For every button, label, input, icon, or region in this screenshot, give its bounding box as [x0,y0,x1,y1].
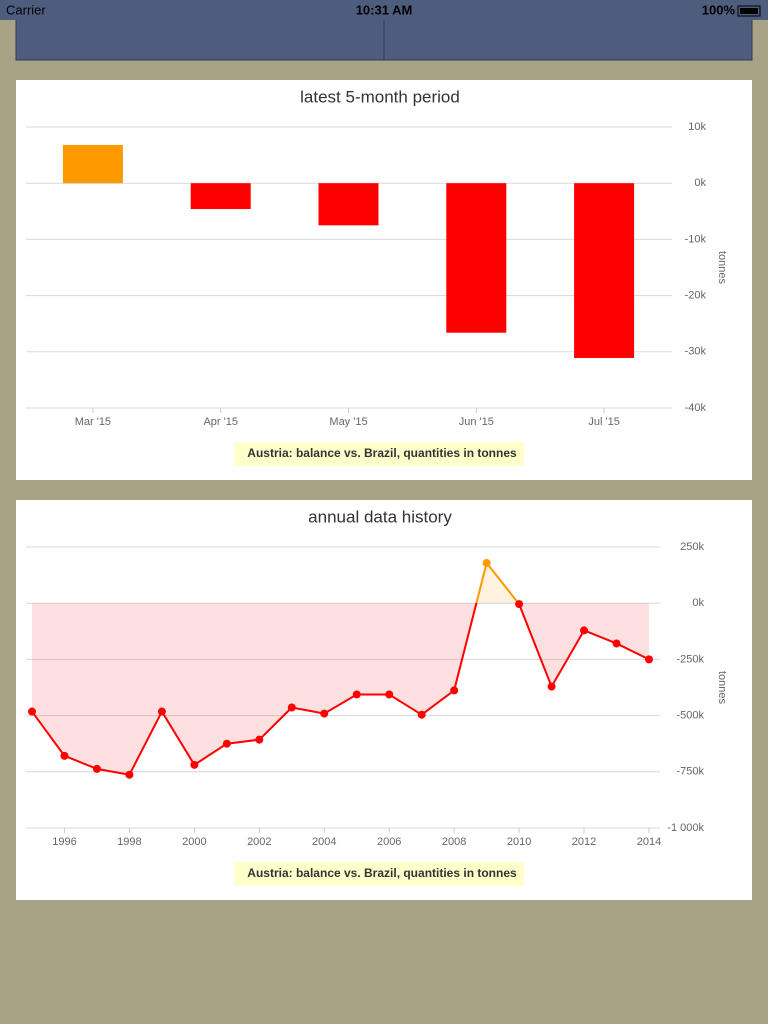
x-tick-label: 2004 [312,836,336,848]
point [190,760,199,769]
x-tick-label: 2014 [637,836,661,848]
point [612,639,621,648]
clock: 10:31 AM [356,2,413,17]
bar [446,183,507,333]
point [482,558,491,567]
y-tick-label: 0k [692,597,704,609]
point [450,686,459,695]
battery-icon [737,5,761,17]
point [515,600,524,609]
chart-title: annual data history [308,507,452,526]
point [645,655,653,664]
line [31,560,650,776]
status-bar [0,0,768,20]
y-tick-label: 0k [694,177,706,189]
y-tick-label: -10k [685,233,707,245]
battery-level: 100% [702,2,736,17]
point [417,710,426,719]
point [580,626,589,635]
caption-box [234,442,524,466]
bar [190,183,251,210]
x-tick-label: Apr '15 [203,416,238,428]
point [352,690,361,699]
x-tick-label: 2008 [442,836,466,848]
point [385,690,394,699]
bar [62,144,123,184]
battery-fill [740,8,758,14]
x-tick-label: May '15 [329,416,367,428]
y-tick-label: -40k [685,402,707,414]
y-tick-label: 10k [688,121,706,133]
y-tick-label: -750k [676,766,704,778]
point [28,707,36,716]
carrier: Carrier [6,2,46,17]
point [287,703,296,712]
x-tick-label: Jul '15 [588,416,619,428]
point [60,751,69,760]
point [547,682,556,691]
area [32,562,649,775]
y-tick-label: -500k [676,710,704,722]
x-tick-label: 2002 [247,836,271,848]
point [157,707,166,716]
caption-box [234,862,524,886]
caption: Austria: balance vs. Brazil, quantities … [247,446,517,460]
caption: Austria: balance vs. Brazil, quantities … [247,866,517,880]
y-axis-label: tonnes [716,251,728,285]
point [320,709,329,718]
point [125,770,134,779]
point [255,735,264,744]
bar [318,183,379,226]
x-tick-label: 2000 [182,836,206,848]
x-tick-label: 1996 [52,836,76,848]
x-tick-label: Jun '15 [459,416,494,428]
chart-panel [16,80,752,480]
x-tick-label: 2012 [572,836,596,848]
x-tick-label: Mar '15 [75,416,111,428]
y-tick-label: -20k [685,290,707,302]
y-tick-label: -30k [685,346,707,358]
x-tick-label: 1998 [117,836,141,848]
y-tick-label: 250k [680,541,704,553]
point [92,764,101,773]
x-tick-label: 2010 [507,836,531,848]
x-tick-label: 2006 [377,836,401,848]
y-tick-label: -250k [676,653,704,665]
chart-title: latest 5-month period [300,87,460,106]
y-tick-label: -1 000k [667,822,704,834]
bar [574,183,635,358]
y-axis-label: tonnes [716,671,728,705]
point [222,739,231,748]
